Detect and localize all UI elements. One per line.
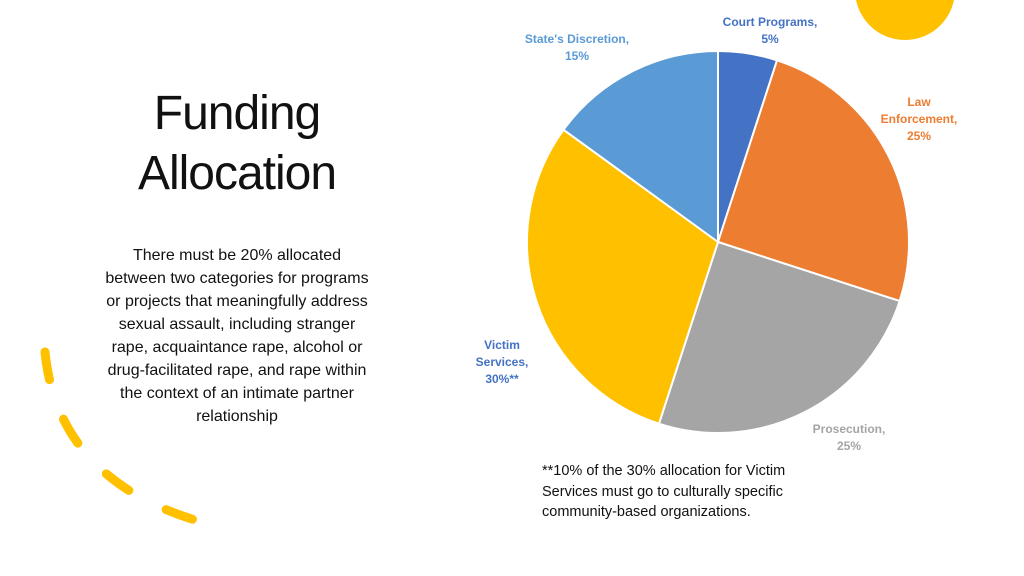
footnote: **10% of the 30% allocation for Victim S…: [542, 463, 786, 520]
body-text: There must be 20% allocated between two …: [105, 247, 369, 425]
pie: [526, 49, 910, 434]
decor-circle: [856, 0, 954, 40]
data-label: Court Programs, 5%: [722, 15, 818, 46]
pie-slice: [562, 49, 719, 244]
pie-slice: [657, 240, 901, 434]
data-label: State's Discretion, 15%: [524, 32, 630, 63]
data-label: Prosecution, 25%: [812, 422, 886, 453]
pie-slice: [716, 59, 910, 303]
decor-dashes: [40, 347, 210, 528]
data-label: Law Enforcement, 25%: [880, 95, 958, 143]
pie-slice: [526, 128, 720, 425]
data-label: Victim Services, 30%**: [475, 338, 529, 386]
title: Funding Allocation: [137, 87, 337, 200]
